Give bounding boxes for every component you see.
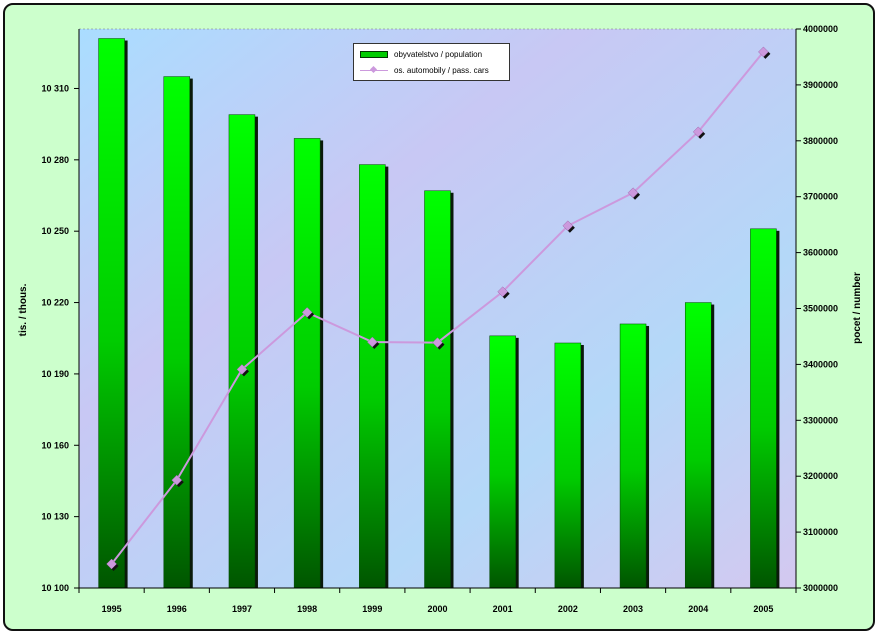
legend-label-cars: os. automobily / pass. cars [394,65,489,75]
legend-item-cars: os. automobily / pass. cars [360,63,489,77]
x-tick-label: 1999 [362,604,382,614]
y2-axis-label: pocet / number [852,272,863,344]
legend-label-population: obyvatelstvo / population [394,49,483,59]
y2-tick-label: 4000000 [803,24,838,34]
bar [163,76,191,589]
legend-swatch-line [360,67,388,74]
x-tick-label: 1998 [297,604,317,614]
point [301,307,313,318]
y2-tick-label: 3600000 [803,248,838,258]
point [758,46,769,58]
y-tick-label: 10 220 [41,298,69,308]
bar [424,190,451,589]
x-tick-label: 1996 [167,604,187,614]
y2-tick-label: 3100000 [803,527,838,537]
y-tick-label: 10 130 [41,512,69,522]
x-tick-label: 1995 [102,604,122,614]
x-tick-label: 2001 [493,604,513,614]
x-tick-label: 1997 [232,604,252,614]
bar [619,323,647,589]
y-tick-label: 10 280 [41,155,69,165]
point [236,364,248,375]
y2-tick-label: 3300000 [803,415,838,425]
point [562,220,574,232]
y-tick-label: 10 190 [41,369,69,379]
x-tick-label: 2004 [688,604,708,614]
point [106,558,117,570]
x-tick-label: 2005 [753,604,773,614]
point [171,474,183,486]
legend-item-population: obyvatelstvo / population [360,47,482,61]
y2-tick-label: 3400000 [803,359,838,369]
y2-tick-label: 3900000 [803,80,838,90]
y-tick-label: 10 250 [41,226,69,236]
x-tick-label: 2003 [623,604,643,614]
point [366,336,378,348]
legend: obyvatelstvo / population os. automobily… [353,43,510,81]
bar [684,302,712,589]
x-tick-label: 2000 [427,604,447,614]
y-axis-label: tis. / thous. [18,283,29,336]
bar [359,164,386,589]
x-tick-label: 2002 [558,604,578,614]
bar [293,138,321,589]
y2-tick-label: 3800000 [803,136,838,146]
y-tick-label: 10 310 [41,83,69,93]
legend-swatch-bar [360,50,388,58]
y2-tick-label: 3200000 [803,471,838,481]
bar [228,114,256,589]
point [432,337,443,348]
point [627,187,639,199]
y2-tick-label: 3500000 [803,304,838,314]
bar [750,228,777,589]
y-tick-label: 10 100 [41,583,69,593]
y2-tick-label: 3000000 [803,583,838,593]
point [497,286,509,298]
bar [489,335,516,589]
point [692,126,704,138]
y-tick-label: 10 160 [41,440,69,450]
bar [98,38,125,589]
bar [554,342,582,589]
y2-tick-label: 3700000 [803,192,838,202]
